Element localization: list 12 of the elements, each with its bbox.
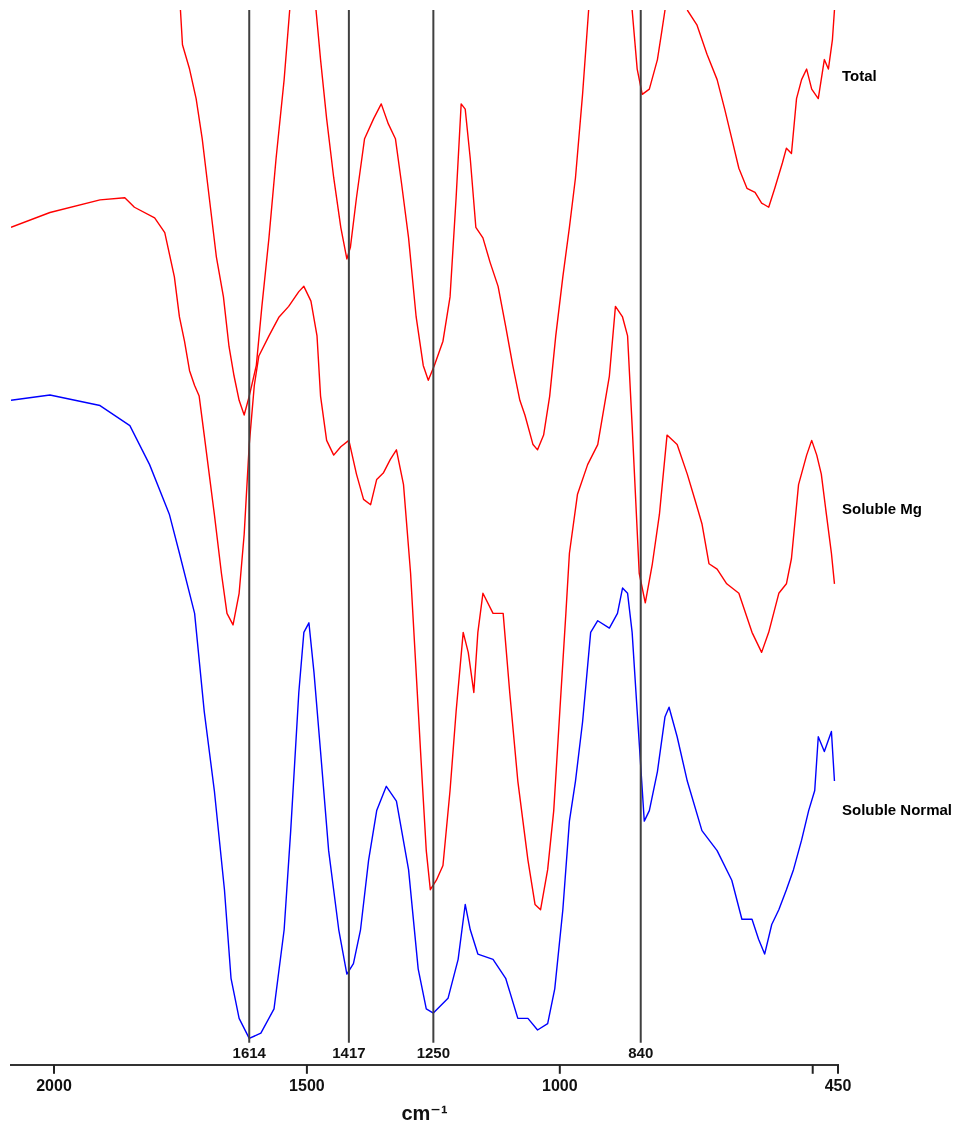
x-tick-label: 1500 [289,1076,325,1094]
x-tick-label: 1000 [542,1076,578,1094]
series-label: Total [842,66,877,84]
x-tick-label: 450 [824,1076,852,1094]
ref-line-label: 1417 [332,1043,366,1061]
series-label: Soluble Mg [842,500,922,518]
ref-line-label: 1614 [232,1043,267,1061]
x-tick-label: 2000 [36,1076,72,1094]
series-label: Soluble Normal [842,801,953,819]
x-axis-title: cm⁻¹ [401,1101,448,1124]
ref-line-label: 1250 [416,1043,451,1061]
ref-line-label: 840 [628,1043,654,1061]
